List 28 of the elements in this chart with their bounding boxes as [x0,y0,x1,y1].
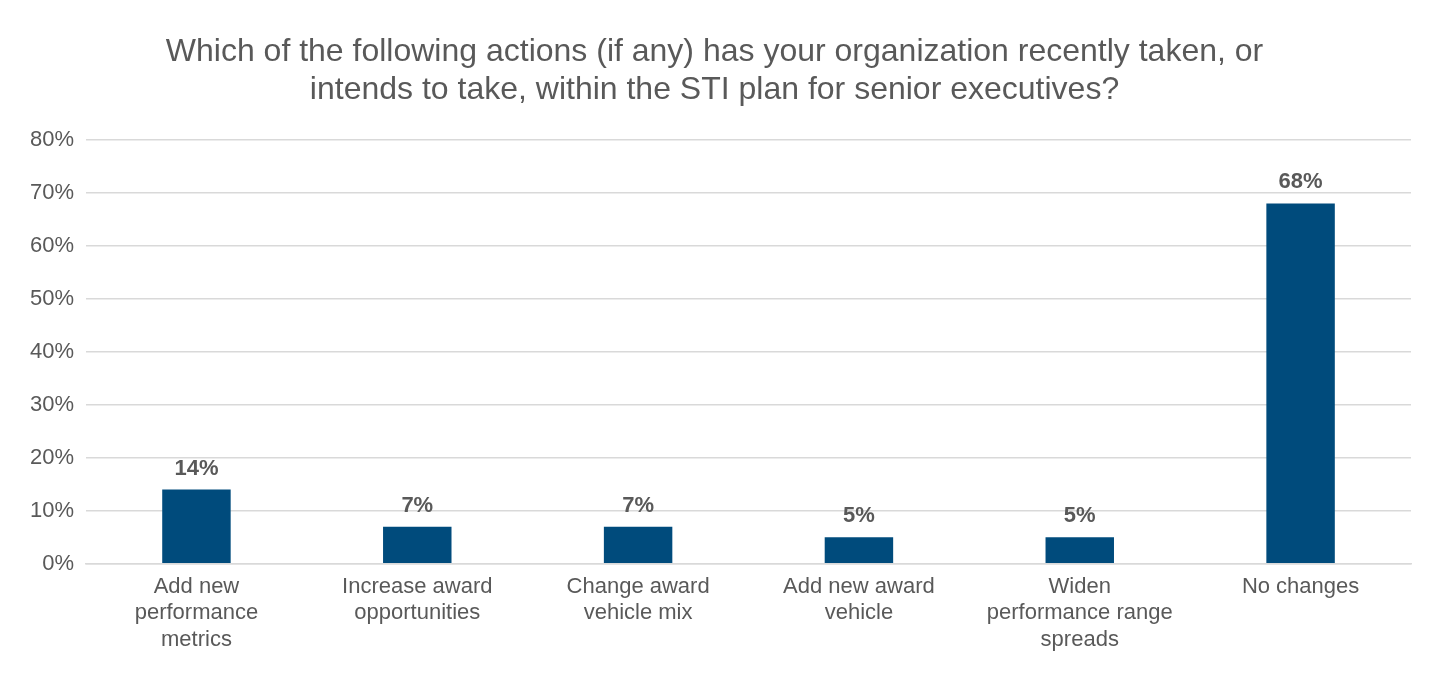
y-tick-label: 60% [29,231,75,257]
y-tick-label: 80% [29,125,75,151]
y-tick-label: 0% [42,549,75,575]
bar [603,526,673,564]
y-tick-label: 70% [29,178,75,204]
bar [383,526,452,564]
y-tick-label: 10% [29,496,75,522]
data-label: 5% [1063,502,1096,528]
y-tick-label: 20% [29,443,75,469]
bar [1266,203,1335,564]
chart-title: Which of the following actions (if any) has your organization recently taken, or intends to take, within the STI plan for senior executives? [165,32,1264,107]
x-tick-label: Widen performance range spreads [986,573,1173,651]
data-label: 7% [622,491,654,517]
bar [1045,537,1114,564]
data-label: 68% [1278,168,1323,194]
x-tick-label: Change award vehicle mix [566,573,710,625]
data-label: 5% [843,502,875,528]
bar [162,489,231,564]
y-tick-label: 50% [29,284,75,310]
x-tick-label: No changes [1241,573,1360,599]
x-tick-label: Add new award vehicle [783,573,935,625]
y-tick-label: 30% [29,390,75,416]
y-tick-label: 40% [29,337,75,363]
x-tick-label: Increase award opportunities [342,573,493,625]
data-label: 7% [401,491,434,517]
x-tick-label: Add new performance metrics [134,573,259,651]
data-label: 14% [174,454,219,480]
bar [824,537,894,564]
